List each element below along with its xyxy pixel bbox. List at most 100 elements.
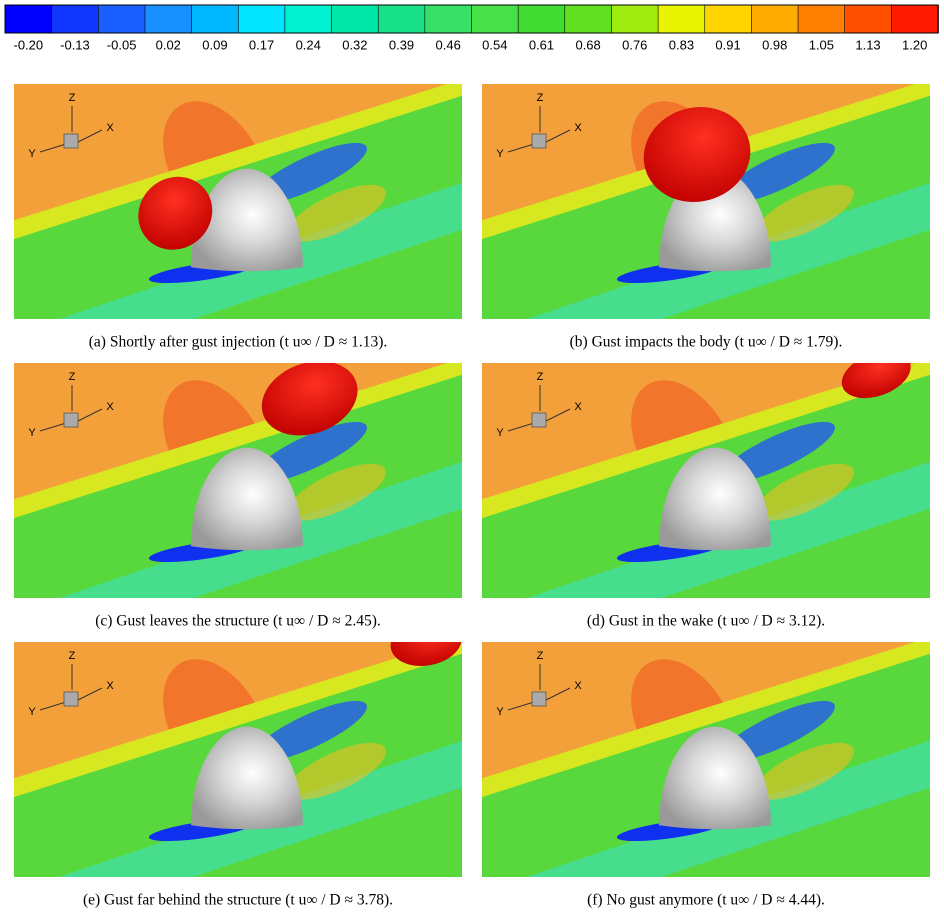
dome: [190, 447, 303, 551]
axis-y: [507, 422, 535, 432]
caption: (d) Gust in the wake (t u∞ / D ≈ 3.12).: [587, 613, 825, 630]
colorbar-label: -0.13: [60, 37, 90, 52]
axis-triad: Z Y X: [496, 371, 582, 439]
colorbar-label: 0.54: [482, 37, 507, 52]
colorbar-segment: [4, 4, 53, 34]
dome: [658, 726, 771, 830]
colorbar-label: 0.24: [296, 37, 321, 52]
gust-isosurface: [138, 176, 213, 250]
lee-turbulence: [287, 742, 386, 800]
axis-triad: Z Y X: [496, 92, 582, 160]
wake-shear: [720, 142, 835, 204]
colorbar-label: 0.61: [529, 37, 554, 52]
colorbar-frame: [4, 4, 939, 34]
axis-label: Z: [537, 371, 544, 383]
axis-label: X: [106, 122, 114, 134]
colorbar-label: 0.09: [202, 37, 227, 52]
axis-label: Z: [537, 92, 544, 104]
axis-x: [545, 687, 571, 701]
flow-panel: [482, 84, 930, 319]
lee-turbulence: [287, 184, 386, 242]
wake-shear: [252, 142, 367, 204]
axis-cube: [531, 133, 547, 149]
colorbar-label: 0.46: [436, 37, 461, 52]
colorbar-segment: [517, 4, 566, 34]
axis-x: [77, 687, 103, 701]
axis-triad: Z Y X: [28, 92, 114, 160]
colorbar-segment: [471, 4, 519, 34]
colorbar-label: 1.13: [855, 37, 880, 52]
axis-label: Y: [28, 706, 36, 718]
colorbar-label: 0.76: [622, 37, 647, 52]
axis-y: [39, 143, 67, 153]
axis-cube: [63, 133, 79, 149]
flow-panel: [14, 642, 462, 877]
flow-panel: [482, 363, 930, 598]
lee-turbulence: [755, 742, 854, 800]
colorbar-label: -0.20: [14, 37, 44, 52]
gust-isosurface: [261, 363, 358, 436]
colorbar-label: 1.20: [902, 37, 927, 52]
axis-label: Z: [69, 371, 76, 383]
dome: [190, 726, 303, 830]
colorbar-segment: [424, 4, 473, 34]
axis-cube: [63, 412, 79, 428]
axis-x: [545, 129, 571, 143]
axis-cube: [63, 691, 79, 707]
colorbar-segment: [797, 4, 846, 34]
colorbar-segment: [377, 4, 426, 34]
axis-label: Y: [496, 427, 504, 439]
lee-turbulence: [755, 184, 854, 242]
colorbar-segment: [144, 4, 193, 34]
wake-shear: [720, 421, 835, 483]
gust-isosurface: [643, 107, 751, 202]
colorbar-segment: [237, 4, 286, 34]
caption: (f) No gust anymore (t u∞ / D ≈ 4.44).: [587, 892, 825, 909]
axis-label: X: [574, 680, 582, 692]
axis-cube: [531, 691, 547, 707]
axis-label: X: [106, 401, 114, 413]
colorbar-segment: [751, 4, 799, 34]
flow-panel: [14, 84, 462, 319]
axis-cube: [531, 412, 547, 428]
wake-shear: [252, 700, 367, 762]
flow-panel: [482, 642, 930, 877]
colorbar-segment: [704, 4, 753, 34]
colorbar-label: 0.02: [156, 37, 181, 52]
gust-isosurface: [841, 363, 911, 399]
axis-x: [545, 408, 571, 422]
colorbar-segment: [891, 4, 939, 34]
axis-label: Z: [69, 650, 76, 662]
axis-triad: Z Y X: [28, 371, 114, 439]
axis-y: [39, 701, 67, 711]
axis-y: [507, 701, 535, 711]
axis-x: [77, 408, 103, 422]
colorbar-segment: [611, 4, 659, 34]
axis-label: X: [574, 122, 582, 134]
colorbar-label: 0.91: [715, 37, 740, 52]
caption: (e) Gust far behind the structure (t u∞ …: [83, 892, 393, 909]
colorbar-label: 1.05: [809, 37, 834, 52]
caption: (a) Shortly after gust injection (t u∞ /…: [89, 334, 388, 351]
axis-label: Z: [69, 92, 76, 104]
caption: (c) Gust leaves the structure (t u∞ / D …: [95, 613, 381, 630]
wake-shear: [252, 421, 367, 483]
colorbar-segment: [98, 4, 146, 34]
lee-turbulence: [287, 463, 386, 521]
lee-turbulence: [755, 463, 854, 521]
axis-label: X: [574, 401, 582, 413]
axis-label: Y: [496, 706, 504, 718]
colorbar-label: 0.83: [669, 37, 694, 52]
colorbar-segment: [284, 4, 333, 34]
caption: (b) Gust impacts the body (t u∞ / D ≈ 1.…: [570, 334, 843, 351]
axis-triad: Z Y X: [496, 650, 582, 718]
colorbar-label: 0.17: [249, 37, 274, 52]
axis-y: [507, 143, 535, 153]
colorbar-label: 0.32: [342, 37, 367, 52]
axis-label: Z: [537, 650, 544, 662]
axis-label: Y: [496, 148, 504, 160]
colorbar-segment: [657, 4, 706, 34]
colorbar-segment: [331, 4, 379, 34]
colorbar-label: 0.68: [575, 37, 600, 52]
colorbar-segment: [51, 4, 100, 34]
